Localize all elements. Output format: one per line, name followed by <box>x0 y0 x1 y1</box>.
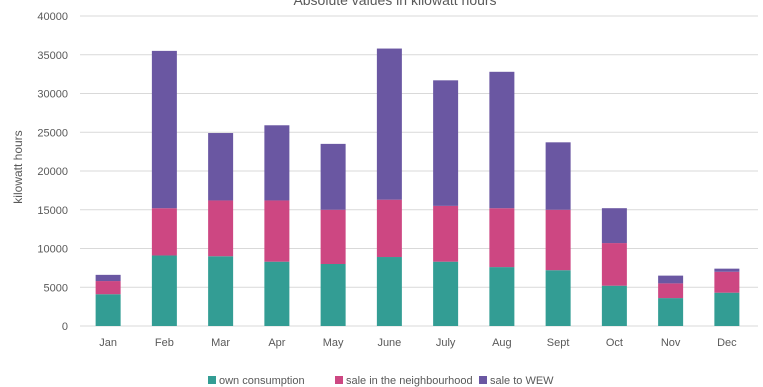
x-tick-label: Apr <box>268 337 285 349</box>
legend-label: own consumption <box>219 375 305 387</box>
y-tick-label: 40000 <box>37 11 68 23</box>
bar-segment <box>433 205 459 262</box>
bar-segment <box>208 256 234 326</box>
x-tick-label: June <box>377 337 401 349</box>
bar-segment <box>714 268 740 272</box>
bar-segment <box>545 270 571 326</box>
bar-segment <box>545 142 571 210</box>
bar-segment <box>658 283 684 299</box>
legend-label: sale to WEW <box>490 375 554 387</box>
bar-segment <box>601 285 627 326</box>
x-tick-label: Oct <box>606 337 623 349</box>
x-tick-label: Nov <box>661 337 681 349</box>
x-axis-ticks: Jan Feb Mar Apr May June July Aug Sept Oct Nov Dec <box>99 337 737 349</box>
bar-segment <box>376 48 402 200</box>
legend-swatch <box>479 376 487 384</box>
y-axis-ticks: 0 5000 10000 15000 20000 25000 30000 35000 40000 <box>37 11 68 333</box>
bar-segment <box>320 209 346 264</box>
legend-swatch <box>208 376 216 384</box>
bar-segment <box>208 133 234 201</box>
y-tick-label: 15000 <box>37 205 68 217</box>
legend-label: sale in the neighbourhood <box>346 375 473 387</box>
bar-segment <box>151 255 177 326</box>
bar-segment <box>95 281 121 295</box>
bar-segment <box>376 257 402 326</box>
bar-segment <box>489 208 515 268</box>
legend: own consumption sale in the neighbourhood… <box>208 375 554 387</box>
bar-segment <box>489 71 515 209</box>
y-tick-label: 5000 <box>44 282 68 294</box>
bar-segment <box>658 275 684 284</box>
y-tick-label: 30000 <box>37 89 68 101</box>
bar-segment <box>95 274 121 282</box>
y-tick-label: 20000 <box>37 166 68 178</box>
x-tick-label: Jan <box>99 337 117 349</box>
x-tick-label: Sept <box>547 337 570 349</box>
bar-segment <box>264 200 290 262</box>
bar-segment <box>433 261 459 326</box>
bar-segment <box>264 125 290 201</box>
y-tick-label: 10000 <box>37 244 68 256</box>
bar-segment <box>95 294 121 326</box>
x-tick-label: Mar <box>211 337 230 349</box>
bar-segment <box>714 292 740 326</box>
bar-segment <box>601 208 627 244</box>
gridlines <box>80 15 758 327</box>
bars <box>95 48 740 326</box>
bar-segment <box>714 271 740 293</box>
bar-segment <box>151 208 177 256</box>
x-tick-label: May <box>323 337 344 349</box>
bar-segment <box>151 50 177 209</box>
x-tick-label: Feb <box>155 337 174 349</box>
y-tick-label: 25000 <box>37 127 68 139</box>
bar-segment <box>320 143 346 210</box>
bar-segment <box>433 80 459 206</box>
x-tick-label: July <box>436 337 456 349</box>
x-tick-label: Aug <box>492 337 512 349</box>
y-tick-label: 35000 <box>37 50 68 62</box>
bar-segment <box>264 261 290 326</box>
bar-segment <box>545 209 571 271</box>
chart-title: Absolute values in kilowatt hours <box>293 0 496 8</box>
y-axis-title: kilowatt hours <box>11 130 25 203</box>
bar-segment <box>376 199 402 258</box>
x-tick-label: Dec <box>717 337 737 349</box>
bar-segment <box>320 264 346 326</box>
bar-segment <box>658 298 684 326</box>
y-tick-label: 0 <box>62 321 68 333</box>
bar-segment <box>208 200 234 257</box>
bar-segment <box>489 267 515 326</box>
bar-segment <box>601 243 627 286</box>
legend-swatch <box>335 376 343 384</box>
